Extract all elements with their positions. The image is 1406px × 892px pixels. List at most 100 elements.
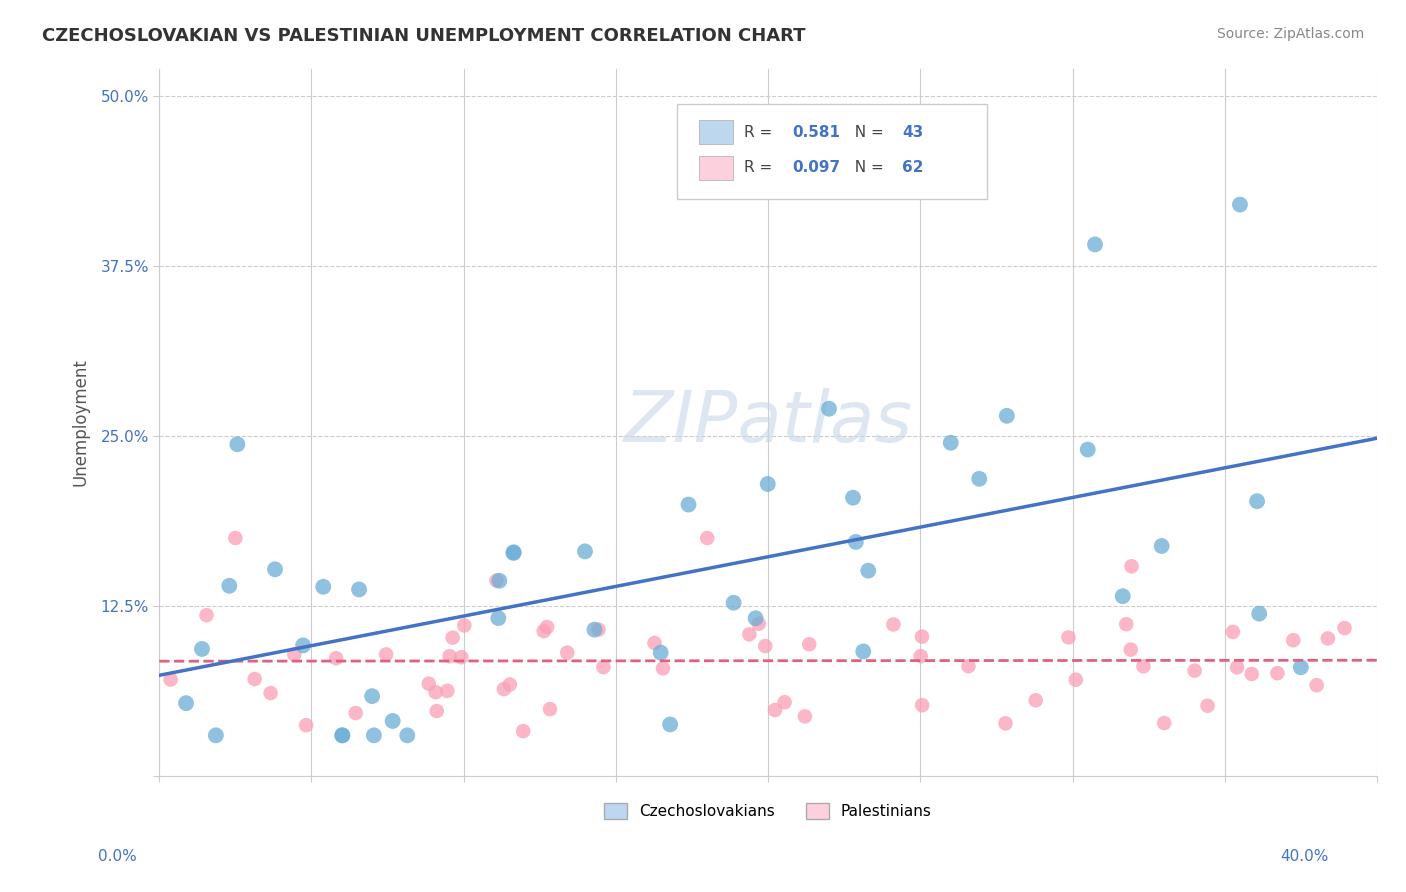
Point xyxy=(205,728,228,742)
Point xyxy=(756,477,779,491)
Point xyxy=(174,696,197,710)
Point xyxy=(588,623,610,637)
Point xyxy=(1153,716,1175,731)
Point xyxy=(485,574,508,588)
Text: 43: 43 xyxy=(903,125,924,140)
Point xyxy=(555,646,578,660)
Point xyxy=(425,685,447,699)
Point xyxy=(159,673,181,687)
Point xyxy=(436,684,458,698)
Point xyxy=(1305,678,1327,692)
Point xyxy=(1077,442,1099,457)
Point xyxy=(1084,237,1107,252)
Text: Source: ZipAtlas.com: Source: ZipAtlas.com xyxy=(1216,27,1364,41)
Point xyxy=(858,564,880,578)
Point xyxy=(910,649,932,664)
Point xyxy=(347,582,370,597)
Point xyxy=(842,491,865,505)
Point xyxy=(678,498,700,512)
Text: 40.0%: 40.0% xyxy=(1281,849,1329,863)
Point xyxy=(512,724,534,739)
Point xyxy=(957,659,980,673)
Point xyxy=(799,637,821,651)
Point xyxy=(748,616,770,631)
Point xyxy=(1282,633,1305,648)
Point xyxy=(1333,621,1355,635)
Text: N =: N = xyxy=(845,160,889,175)
Point xyxy=(492,681,515,696)
Point xyxy=(375,648,398,662)
Point xyxy=(502,546,524,560)
Point xyxy=(644,636,666,650)
Point xyxy=(1197,698,1219,713)
Point xyxy=(995,409,1018,423)
Text: R =: R = xyxy=(744,160,778,175)
Point xyxy=(574,544,596,558)
Point xyxy=(967,472,990,486)
Point xyxy=(264,562,287,576)
Point xyxy=(536,620,558,634)
Point xyxy=(488,574,510,588)
Point xyxy=(502,545,524,559)
Point xyxy=(441,631,464,645)
Text: CZECHOSLOVAKIAN VS PALESTINIAN UNEMPLOYMENT CORRELATION CHART: CZECHOSLOVAKIAN VS PALESTINIAN UNEMPLOYM… xyxy=(42,27,806,45)
Point xyxy=(1115,617,1137,632)
Text: ZIPatlas: ZIPatlas xyxy=(624,388,912,457)
FancyBboxPatch shape xyxy=(676,103,987,200)
Point xyxy=(939,435,962,450)
Point xyxy=(1184,664,1206,678)
Point xyxy=(773,695,796,709)
Text: 0.581: 0.581 xyxy=(793,125,841,140)
Text: R =: R = xyxy=(744,125,778,140)
Point xyxy=(363,728,385,742)
Point xyxy=(191,642,214,657)
Point xyxy=(1121,559,1143,574)
Point xyxy=(426,704,449,718)
Text: 0.097: 0.097 xyxy=(793,160,841,175)
Point xyxy=(381,714,404,728)
Point xyxy=(818,401,841,416)
Y-axis label: Unemployment: Unemployment xyxy=(72,359,89,486)
Point xyxy=(295,718,318,732)
Point xyxy=(1226,660,1249,674)
Point xyxy=(243,672,266,686)
Point xyxy=(418,676,440,690)
Point xyxy=(450,650,472,665)
Point xyxy=(1249,607,1271,621)
Point xyxy=(344,706,367,720)
Point xyxy=(330,728,353,742)
Point xyxy=(1229,197,1251,211)
Point xyxy=(361,689,384,703)
Point xyxy=(1132,659,1154,673)
Point xyxy=(723,596,745,610)
Point xyxy=(793,709,815,723)
Text: 0.0%: 0.0% xyxy=(98,849,138,863)
FancyBboxPatch shape xyxy=(699,155,733,179)
Point xyxy=(852,644,875,658)
Point xyxy=(1025,693,1047,707)
Point xyxy=(994,716,1017,731)
Point xyxy=(396,728,419,742)
Point xyxy=(650,646,672,660)
Point xyxy=(1316,632,1339,646)
Point xyxy=(659,717,682,731)
Point xyxy=(911,630,934,644)
Point xyxy=(1112,589,1135,603)
Point xyxy=(1057,631,1080,645)
Point xyxy=(652,661,675,675)
Point xyxy=(744,611,766,625)
Point xyxy=(226,437,249,451)
Point xyxy=(1267,666,1289,681)
Point xyxy=(592,660,614,674)
Point xyxy=(1064,673,1087,687)
Point xyxy=(259,686,281,700)
Point xyxy=(1150,539,1173,553)
Point xyxy=(439,649,461,664)
Text: 62: 62 xyxy=(903,160,924,175)
Text: N =: N = xyxy=(845,125,889,140)
Legend: Czechoslovakians, Palestinians: Czechoslovakians, Palestinians xyxy=(599,797,938,825)
Point xyxy=(696,531,718,545)
Point xyxy=(1119,642,1142,657)
Point xyxy=(754,639,776,653)
Point xyxy=(486,611,509,625)
